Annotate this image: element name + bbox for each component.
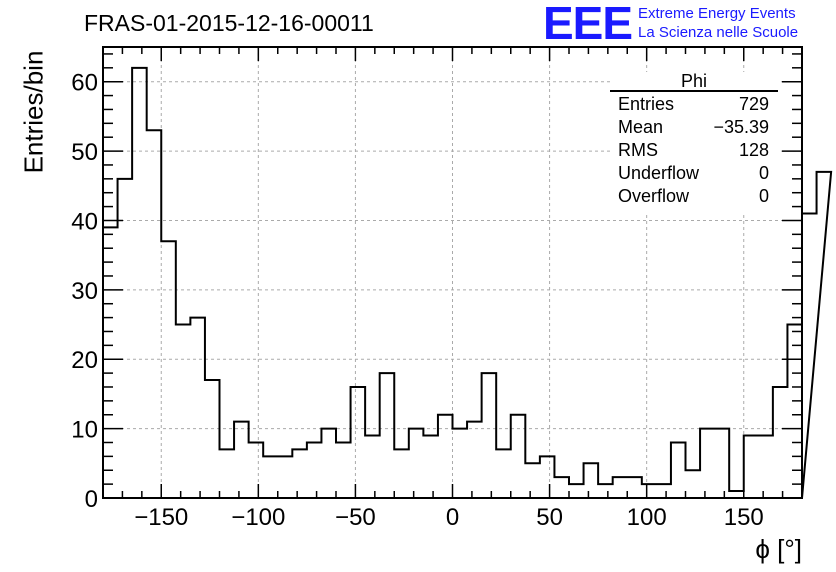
histogram-bin — [438, 415, 453, 498]
histogram-bin — [525, 463, 540, 498]
histogram-bin — [220, 449, 235, 498]
histogram-bin — [336, 442, 351, 498]
y-tick-label: 20 — [71, 347, 98, 374]
histogram-bin — [307, 442, 322, 498]
eee-logo: EEE — [543, 0, 633, 49]
stats-label: Mean — [618, 117, 663, 137]
stats-value: 0 — [759, 163, 769, 183]
stats-value: 128 — [739, 140, 769, 160]
histogram-bin — [656, 484, 671, 498]
stats-label: Underflow — [618, 163, 700, 183]
histogram-bin — [598, 484, 613, 498]
histogram-outline — [102, 66, 833, 499]
x-tick-label: −100 — [231, 504, 285, 531]
histogram-bin — [394, 449, 409, 498]
histogram-bin — [715, 429, 730, 498]
histogram-bin — [263, 456, 278, 498]
histogram-bin — [540, 456, 555, 498]
histogram-bin — [569, 484, 584, 498]
histogram-bin — [773, 387, 788, 498]
histogram-bin — [642, 484, 657, 498]
histogram-bin — [351, 387, 366, 498]
stats-box-title: Phi — [681, 71, 707, 91]
logo-caption: Extreme Energy Events La Scienza nelle S… — [638, 4, 798, 42]
histogram-bin — [365, 436, 380, 498]
histogram-bin — [758, 436, 773, 498]
stats-label: RMS — [618, 140, 658, 160]
y-tick-label: 10 — [71, 417, 98, 444]
stats-label: Overflow — [618, 186, 690, 206]
histogram-bin — [132, 68, 147, 498]
axis-tick-labels: −150 −100 −50 0 50 100 150 0 10 20 30 40 50 60 — [71, 70, 763, 531]
histogram-bin — [205, 380, 220, 498]
histogram-bin — [511, 415, 526, 498]
histogram-bin — [627, 477, 642, 498]
chart-title: FRAS-01-2015-12-16-00011 — [84, 10, 374, 36]
histogram-bin — [453, 429, 468, 498]
histogram-bin — [321, 429, 336, 498]
stats-box: Phi Entries 729 Mean −35.39 RMS 128 Underflow 0 O… — [610, 71, 778, 212]
x-axis-label: ϕ [°] — [755, 534, 802, 564]
x-tick-label: 50 — [536, 504, 563, 531]
x-tick-label: 0 — [446, 504, 459, 531]
histogram-bin — [249, 442, 264, 498]
histogram-bin — [613, 477, 628, 498]
histogram-bin — [190, 318, 205, 498]
histogram-bin — [278, 456, 293, 498]
stats-value: −35.39 — [713, 117, 769, 137]
axis-ticks — [102, 47, 803, 499]
histogram-bin — [554, 477, 569, 498]
histogram-bin — [103, 227, 118, 498]
stats-value: 0 — [759, 186, 769, 206]
logo-line-1: Extreme Energy Events — [638, 5, 796, 22]
histogram-bin — [147, 130, 162, 498]
stats-label: Entries — [618, 94, 674, 114]
histogram-bin — [700, 429, 715, 498]
histogram-bin — [584, 463, 599, 498]
histogram-bin — [686, 470, 701, 498]
y-tick-label: 30 — [71, 278, 98, 305]
x-tick-label: −50 — [335, 504, 376, 531]
histogram-bin — [729, 491, 744, 498]
histogram-bin — [380, 373, 395, 498]
stats-value: 729 — [739, 94, 769, 114]
histogram-bin — [744, 436, 759, 498]
histogram-bin — [467, 422, 482, 498]
histogram-bin — [161, 241, 176, 498]
y-tick-label: 0 — [85, 486, 98, 513]
histogram-bin — [176, 325, 191, 498]
histogram-bin — [118, 179, 133, 498]
histogram-bin — [787, 325, 802, 498]
x-tick-label: −150 — [134, 504, 188, 531]
histogram-bin — [409, 429, 424, 498]
stats-box-background — [610, 72, 778, 212]
histogram-bin — [817, 172, 832, 498]
histogram-bin — [482, 373, 497, 498]
histogram-bin — [496, 449, 511, 498]
y-tick-label: 40 — [71, 208, 98, 235]
histogram-bin — [671, 442, 686, 498]
logo-line-2: La Scienza nelle Scuole — [638, 24, 799, 41]
x-tick-label: 100 — [627, 504, 667, 531]
histogram-bin — [234, 422, 249, 498]
y-tick-label: 50 — [71, 139, 98, 166]
y-axis-label: Entries/bin — [18, 50, 49, 174]
x-tick-label: 150 — [724, 504, 764, 531]
histogram-bin — [292, 449, 307, 498]
y-tick-label: 60 — [71, 70, 98, 97]
histogram-bin — [423, 436, 438, 498]
